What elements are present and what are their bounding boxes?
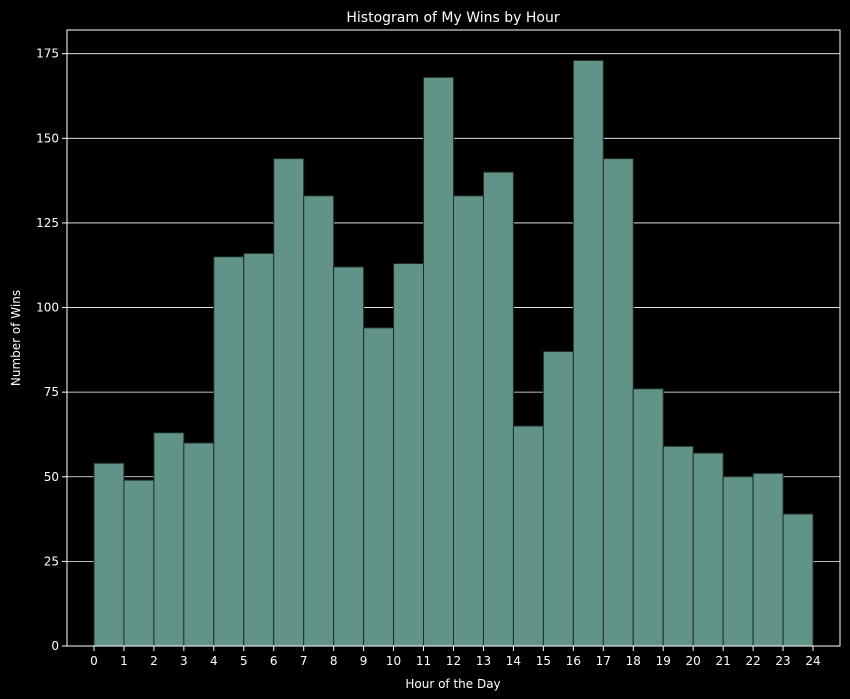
x-tick-label: 22 (745, 654, 760, 668)
x-tick-label: 6 (270, 654, 278, 668)
histogram-bar (423, 76, 454, 647)
y-tick-label: 150 (36, 131, 59, 145)
x-tick-label: 13 (476, 654, 491, 668)
histogram-bar (183, 442, 215, 647)
chart-title: Histogram of My Wins by Hour (346, 10, 559, 26)
x-tick-label: 21 (716, 654, 731, 668)
histogram-bar (273, 158, 305, 647)
y-tick-label: 175 (36, 47, 59, 61)
y-tick-label: 50 (44, 470, 59, 484)
x-tick-label: 12 (446, 654, 461, 668)
histogram-bar (512, 425, 544, 647)
histogram-bar (93, 462, 125, 647)
histogram-bar (393, 263, 425, 647)
x-tick-label: 19 (656, 654, 671, 668)
x-axis-title: Hour of the Day (405, 677, 500, 691)
y-tick-label: 0 (51, 639, 59, 653)
x-tick-label: 3 (180, 654, 188, 668)
histogram-bar (602, 158, 634, 647)
histogram-bar (722, 476, 754, 647)
x-tick-label: 1 (120, 654, 128, 668)
histogram-bar (482, 171, 514, 647)
x-tick-label: 5 (240, 654, 248, 668)
histogram-bar (662, 445, 694, 647)
histogram-bar (243, 252, 275, 647)
histogram-bar (303, 195, 335, 647)
x-tick-label: 14 (506, 654, 521, 668)
x-tick-label: 9 (360, 654, 368, 668)
histogram-bar (453, 195, 484, 647)
y-tick-label: 75 (44, 385, 59, 399)
histogram-bar (213, 256, 245, 647)
x-tick-label: 4 (210, 654, 218, 668)
x-tick-label: 16 (566, 654, 581, 668)
x-tick-label: 15 (536, 654, 551, 668)
y-axis-title: Number of Wins (9, 290, 23, 386)
histogram-bar (782, 513, 814, 647)
x-tick-label: 7 (300, 654, 308, 668)
x-tick-label: 0 (90, 654, 98, 668)
histogram-bar (752, 472, 784, 647)
histogram-bar (542, 351, 574, 647)
x-tick-label: 11 (416, 654, 431, 668)
x-tick-label: 24 (805, 654, 820, 668)
x-tick-label: 18 (626, 654, 641, 668)
y-tick-label: 100 (36, 301, 59, 315)
histogram-bar (153, 432, 185, 647)
histogram-bar (363, 327, 395, 647)
histogram-bar (123, 479, 155, 647)
histogram-bar (572, 59, 604, 647)
x-tick-label: 2 (150, 654, 158, 668)
histogram-bar (333, 266, 365, 647)
y-axis-ticks: 0 25 50 75 100 125 150 175 (36, 47, 67, 653)
y-tick-label: 25 (44, 554, 59, 568)
histogram-bar (692, 452, 724, 647)
x-tick-label: 20 (686, 654, 701, 668)
x-axis-ticks: 0 1 2 3 4 5 6 7 8 9 10 11 12 13 14 15 16 17 18 19 20 21 22 23 24 (90, 646, 821, 668)
histogram-bar (632, 388, 664, 647)
x-tick-label: 17 (596, 654, 611, 668)
x-tick-label: 23 (775, 654, 790, 668)
x-tick-label: 8 (330, 654, 338, 668)
y-tick-label: 125 (36, 216, 59, 230)
x-tick-label: 10 (386, 654, 401, 668)
bars (93, 59, 814, 647)
